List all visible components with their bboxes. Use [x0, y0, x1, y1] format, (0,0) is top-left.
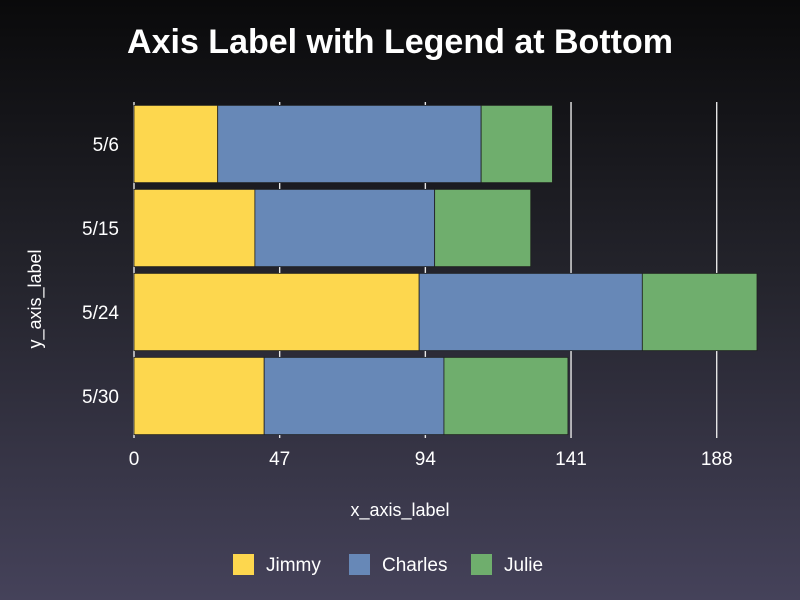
bar-charles-0	[217, 104, 482, 184]
bar-julie-1	[434, 188, 532, 268]
bars	[133, 104, 758, 436]
y-tick-label: 5/30	[82, 387, 119, 408]
y-tick-label: 5/6	[93, 135, 119, 156]
bar-charles-2	[418, 272, 643, 352]
y-tick-label: 5/24	[82, 303, 119, 324]
legend: Jimmy Charles Julie	[233, 554, 543, 576]
y-tick-label: 5/15	[82, 219, 119, 240]
x-tick-label: 188	[701, 449, 733, 470]
legend-label: Charles	[382, 555, 447, 576]
bar-jimmy-0	[133, 104, 219, 184]
x-tick-labels: 0 47 94 141 188	[129, 449, 733, 470]
legend-swatch-julie	[471, 554, 492, 575]
x-tick-label: 0	[129, 449, 140, 470]
x-tick-label: 47	[269, 449, 290, 470]
y-tick-labels: 5/6 5/15 5/24 5/30	[82, 135, 119, 408]
chart-title: Axis Label with Legend at Bottom	[127, 23, 673, 61]
legend-swatch-charles	[349, 554, 370, 575]
bar-jimmy-3	[133, 356, 265, 436]
bar-julie-2	[641, 272, 758, 352]
bar-julie-0	[480, 104, 553, 184]
bar-jimmy-1	[133, 188, 256, 268]
bar-charles-1	[254, 188, 436, 268]
legend-swatch-jimmy	[233, 554, 254, 575]
x-tick-label: 141	[555, 449, 587, 470]
bar-jimmy-2	[133, 272, 420, 352]
legend-label: Julie	[504, 555, 543, 576]
y-axis-label: y_axis_label	[25, 249, 46, 348]
bar-julie-3	[443, 356, 569, 436]
legend-label: Jimmy	[266, 555, 321, 576]
bar-charles-3	[263, 356, 445, 436]
x-tick-label: 94	[415, 449, 437, 470]
x-axis-label: x_axis_label	[350, 500, 449, 521]
